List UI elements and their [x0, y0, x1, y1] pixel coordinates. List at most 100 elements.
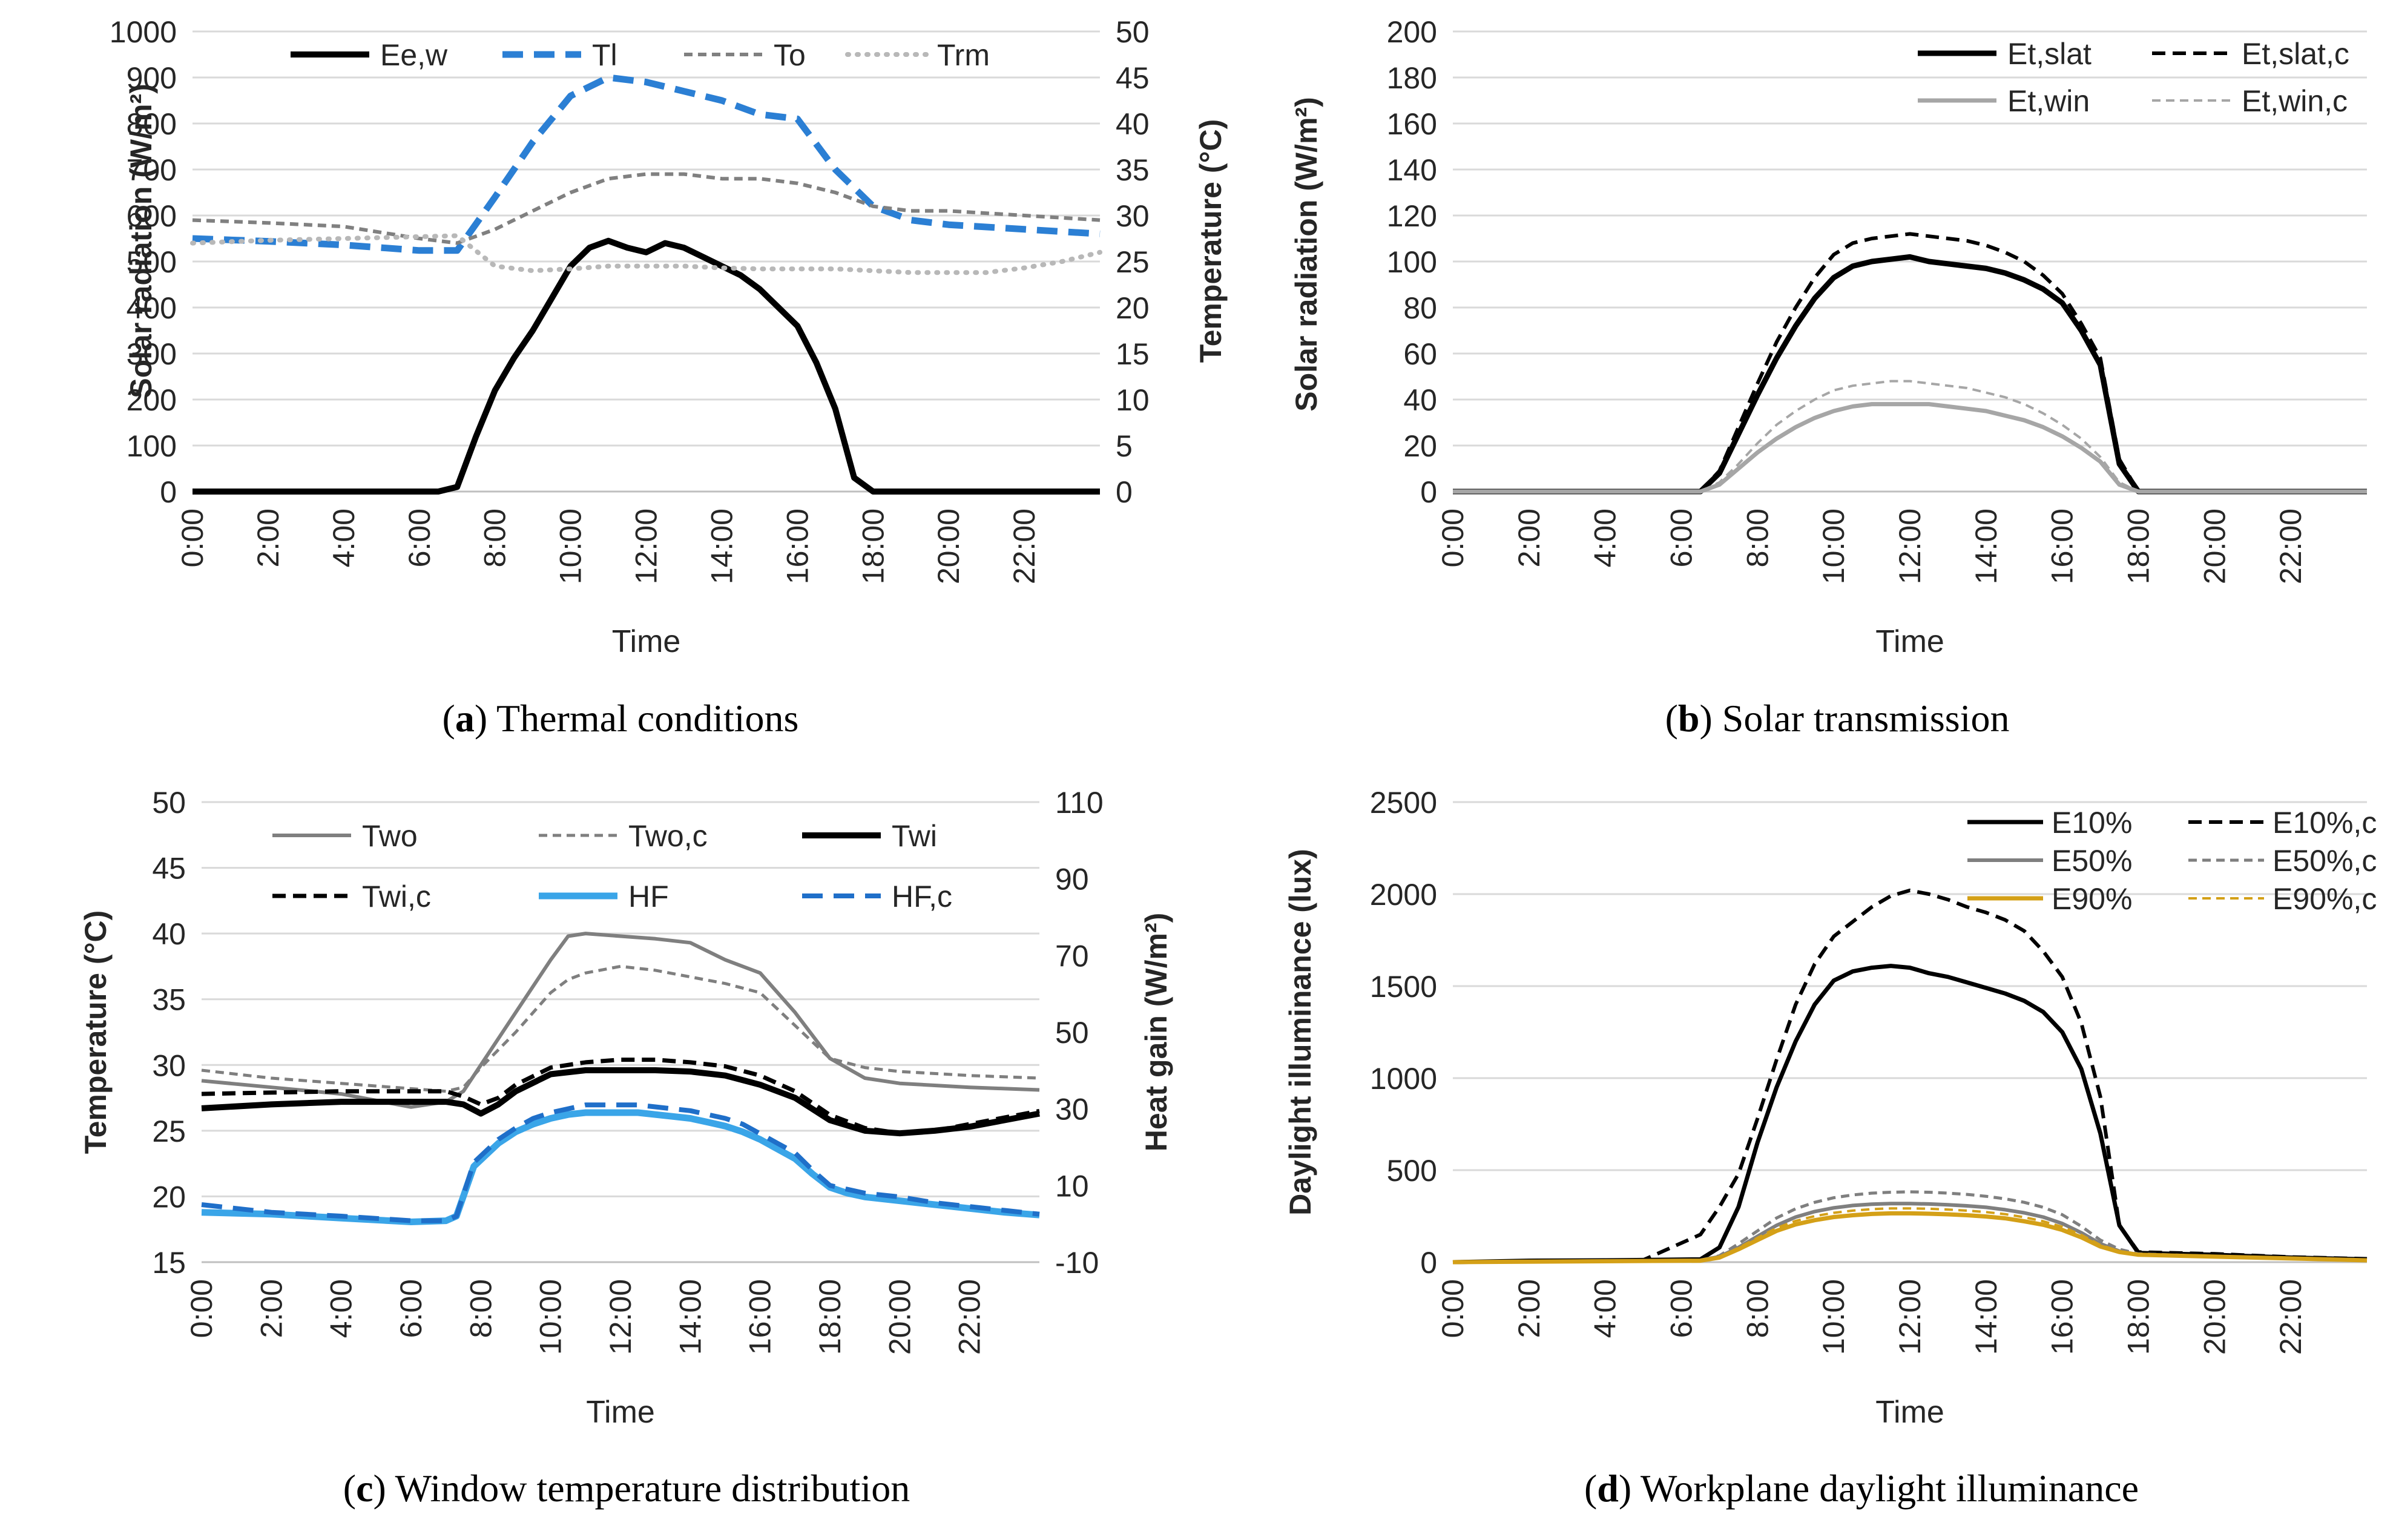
- series-line-d-0: [1452, 964, 2368, 1265]
- chart-b-solar-transmission: 0 20 40 60 80 100 120 140 160 180 200 0:00 2:00 4:00 6…: [1289, 15, 2367, 659]
- y-tick-label: 50: [152, 786, 186, 820]
- legend-label: E90%,c: [2273, 882, 2377, 916]
- x-tick-label: 6:00: [394, 1279, 428, 1338]
- x-tick-label: 8:00: [464, 1279, 498, 1338]
- y-tick-label: 1000: [110, 15, 177, 49]
- x-tick-label: 16:00: [2045, 508, 2079, 584]
- y2-tick-label: -10: [1055, 1246, 1099, 1280]
- x-tick-label: 20:00: [883, 1279, 917, 1355]
- series-line-b-0: [1453, 254, 2367, 495]
- x-tick-label: 2:00: [1512, 508, 1546, 567]
- x-axis-title: Time: [1875, 1395, 1944, 1430]
- legend-label: Et,slat,c: [2242, 37, 2349, 71]
- y-axis-title: Daylight illuminance (lux): [1283, 849, 1317, 1216]
- chart-a-thermal-conditions: 0 100 200 300 400 500 600 700 800 900 1000 0 5 10 15 20…: [110, 15, 1228, 659]
- y2-tick-label: 25: [1116, 245, 1150, 279]
- legend-label: Et,slat: [2007, 37, 2092, 71]
- x-tick-label: 20:00: [2197, 508, 2231, 584]
- caption-c: (c) Window temperature distribution: [343, 1467, 910, 1510]
- y-tick-label: 2500: [1370, 786, 1437, 820]
- x-tick-label: 0:00: [1436, 508, 1470, 567]
- x-tick-label: 22:00: [2274, 1279, 2308, 1355]
- y-tick-label: 80: [1403, 291, 1437, 325]
- y2-axis-title: Temperature (°C): [1194, 119, 1228, 363]
- caption-a: (a) Thermal conditions: [442, 697, 799, 740]
- series-line-c-2: [201, 1067, 1040, 1137]
- y2-tick-label: 45: [1116, 61, 1150, 95]
- y-tick-label: 500: [127, 245, 177, 279]
- x-tick-label: 0:00: [176, 508, 209, 567]
- legend-label: HF,c: [892, 880, 952, 913]
- y-tick-label: 100: [127, 429, 177, 463]
- y2-tick-label: 0: [1116, 475, 1133, 509]
- x-tick-label: 8:00: [478, 508, 512, 567]
- y-tick-label: 800: [127, 107, 177, 141]
- y-tick-label: 45: [152, 852, 186, 886]
- x-tick-label: 18:00: [856, 508, 890, 584]
- x-tick-label: 2:00: [251, 508, 285, 567]
- y2-tick-label: 90: [1055, 863, 1089, 897]
- x-tick-label: 20:00: [2197, 1279, 2231, 1355]
- y2-tick-label: 5: [1116, 429, 1133, 463]
- caption-b-text: Solar transmission: [1712, 697, 2010, 740]
- legend-label: E10%: [2052, 806, 2132, 840]
- x-tick-label: 2:00: [1512, 1279, 1546, 1338]
- y-tick-label: 160: [1387, 107, 1437, 141]
- x-tick-label: 4:00: [1588, 1279, 1622, 1338]
- series-line-b-3: [1453, 380, 2367, 493]
- series-line-b-1: [1453, 232, 2367, 493]
- chart-c-window-temperature: 15 20 25 30 35 40 45 50 -10 10 30 50 70 90 110 0:00 2:00…: [79, 786, 1173, 1430]
- legend-label: HF: [628, 880, 669, 913]
- x-tick-label: 22:00: [953, 1279, 987, 1355]
- y-tick-label: 25: [152, 1114, 186, 1148]
- y-tick-label: 1500: [1370, 970, 1437, 1004]
- series-line-c-3: [201, 1058, 1040, 1136]
- x-axis-title: Time: [612, 624, 681, 659]
- caption-d: (d) Workplane daylight illuminance: [1584, 1467, 2139, 1510]
- y2-tick-label: 20: [1116, 291, 1150, 325]
- x-tick-label: 6:00: [1665, 508, 1699, 567]
- legend-label: Et,win: [2007, 84, 2090, 118]
- y-tick-label: 35: [152, 983, 186, 1017]
- series-line-a-2: [192, 172, 1101, 245]
- y-tick-label: 40: [1403, 383, 1437, 417]
- legend-label: To: [774, 38, 806, 72]
- y-axis-title: Temperature (°C): [79, 910, 113, 1154]
- legend-label: E10%,c: [2273, 806, 2377, 840]
- series-line-a-1: [192, 74, 1101, 254]
- y-tick-label: 60: [1403, 337, 1437, 371]
- x-tick-label: 10:00: [534, 1279, 568, 1355]
- x-tick-label: 14:00: [1969, 1279, 2003, 1355]
- legend-label: Trm: [937, 38, 990, 72]
- y2-tick-label: 110: [1055, 786, 1104, 820]
- x-tick-label: 0:00: [1436, 1279, 1470, 1338]
- x-tick-label: 12:00: [1893, 1279, 1927, 1355]
- chart-d-daylight-illuminance: 0 500 1000 1500 2000 2500 0:00 2:00 4:00 6:00 8:00…: [1283, 786, 2377, 1430]
- y-tick-label: 0: [1420, 475, 1437, 509]
- x-tick-label: 8:00: [1740, 508, 1774, 567]
- y2-tick-label: 50: [1116, 15, 1150, 49]
- y-tick-label: 100: [1387, 245, 1437, 279]
- caption-d-text: Workplane daylight illuminance: [1631, 1467, 2139, 1510]
- x-tick-label: 6:00: [1665, 1279, 1699, 1338]
- caption-b-letter: b: [1677, 697, 1700, 740]
- y-axis-title: Solar radiation (W/m²): [124, 84, 158, 398]
- x-tick-label: 12:00: [630, 508, 663, 584]
- y-tick-label: 400: [127, 291, 177, 325]
- y-tick-label: 20: [152, 1180, 186, 1214]
- x-tick-label: 10:00: [554, 508, 588, 584]
- y2-tick-label: 35: [1116, 153, 1150, 187]
- y-tick-label: 140: [1387, 153, 1437, 187]
- x-tick-label: 22:00: [2274, 508, 2308, 584]
- y-tick-label: 180: [1387, 61, 1437, 95]
- series-line-d-1: [1452, 888, 2368, 1264]
- y2-tick-label: 10: [1055, 1169, 1089, 1203]
- legend-label: E90%: [2052, 882, 2132, 916]
- series-line-d-3: [1452, 1190, 2368, 1264]
- y-tick-label: 0: [1420, 1246, 1437, 1280]
- caption-d-letter: d: [1597, 1467, 1619, 1510]
- legend-label: Twi,c: [362, 880, 431, 913]
- caption-a-letter: a: [455, 697, 475, 740]
- x-tick-label: 16:00: [2045, 1279, 2079, 1355]
- y2-tick-label: 50: [1055, 1016, 1089, 1050]
